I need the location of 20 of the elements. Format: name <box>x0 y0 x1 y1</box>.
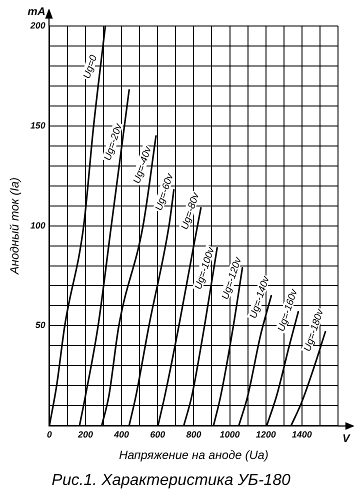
text: mA <box>28 6 46 18</box>
x-tick-label: 1000 <box>220 429 240 440</box>
text: Ug=-80v <box>180 190 202 232</box>
text: Ug=0 <box>82 53 100 80</box>
text: Ug=-20v <box>102 122 126 162</box>
x-tick-label: 400 <box>113 429 130 440</box>
y-tick-label: 50 <box>35 320 46 330</box>
x-tick-label: 1400 <box>292 429 312 440</box>
y-tick-label: 200 <box>29 20 46 30</box>
x-tick-label: 1200 <box>256 429 276 440</box>
y-tick-label: 100 <box>30 220 46 230</box>
y-tick-label: 150 <box>30 120 46 130</box>
x-tick-label: 600 <box>150 429 166 440</box>
text: V <box>342 433 352 446</box>
x-axis-title: Напряжение на аноде (Uа) <box>118 448 268 462</box>
x-tick-label: 800 <box>186 429 202 440</box>
x-tick-label: 200 <box>76 429 94 440</box>
text: Рис.1. Характеристика УБ-180 <box>52 472 290 489</box>
x-tick-label: 0 <box>46 429 52 440</box>
y-axis-title: Анодный ток (Iа) <box>8 177 22 276</box>
